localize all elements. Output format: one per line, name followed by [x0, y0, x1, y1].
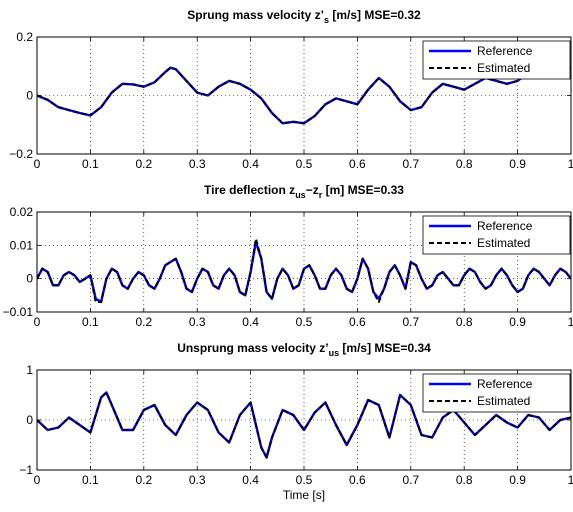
y-tick-label: 0.02 — [10, 205, 34, 219]
y-tick-label: 0 — [26, 413, 33, 427]
x-tick-label: 0 — [34, 473, 41, 487]
series-line-estimated — [37, 65, 571, 125]
y-tick-label: 0 — [26, 89, 33, 103]
x-tick-label: 0.8 — [456, 473, 473, 487]
x-tick-label: 1 — [568, 473, 573, 487]
x-tick-label: 0.5 — [296, 315, 313, 329]
x-axis-label: Time [s] — [283, 488, 325, 502]
legend-box — [422, 373, 571, 413]
legend: Reference Estimated — [422, 40, 571, 80]
x-tick-label: 0.6 — [349, 315, 366, 329]
x-tick-label: 0.5 — [296, 473, 313, 487]
x-tick-label: 0.3 — [189, 315, 206, 329]
x-tick-label: 0.7 — [402, 315, 419, 329]
chart-title: Tire deflection zus−zr [m] MSE=0.33 — [204, 183, 404, 200]
chart-title: Sprung mass velocity z’s [m/s] MSE=0.32 — [187, 8, 421, 25]
x-tick-label: 0.9 — [509, 473, 526, 487]
y-tick-label: 0.01 — [10, 238, 34, 252]
x-tick-label: 0.5 — [296, 157, 313, 171]
x-tick-label: 0.2 — [135, 157, 152, 171]
x-tick-label: 0.6 — [349, 157, 366, 171]
y-tick-label: 1 — [26, 363, 33, 377]
legend-label-estimated: Estimated — [477, 394, 530, 408]
x-tick-label: 0 — [34, 315, 41, 329]
series-line-estimated — [37, 237, 571, 303]
x-tick-label: 0.9 — [509, 157, 526, 171]
y-tick-label: −1 — [19, 463, 33, 477]
axes-box — [36, 369, 572, 471]
x-tick-label: 1 — [568, 315, 573, 329]
y-tick-label: −0.2 — [9, 147, 33, 161]
x-tick-label: 0.1 — [82, 473, 99, 487]
chart-panel-1: Sprung mass velocity z’s [m/s] MSE=0.32 0… — [9, 8, 573, 171]
legend-label-reference: Reference — [477, 377, 533, 391]
legend-label-estimated: Estimated — [477, 61, 530, 75]
x-tick-label: 0.1 — [82, 315, 99, 329]
y-tick-label: 0 — [26, 272, 33, 286]
y-tick-label: 0.2 — [16, 30, 33, 44]
x-tick-label: 1 — [568, 157, 573, 171]
x-tick-label: 0.6 — [349, 473, 366, 487]
chart-panel-3: Unsprung mass velocity z’us [m/s] MSE=0.… — [19, 341, 573, 502]
x-tick-label: 0.3 — [189, 473, 206, 487]
chart-title: Unsprung mass velocity z’us [m/s] MSE=0.… — [177, 341, 431, 358]
x-tick-label: 0.8 — [456, 315, 473, 329]
legend-box — [422, 215, 571, 255]
series-line-estimated — [37, 391, 571, 459]
legend-label-reference: Reference — [477, 44, 533, 58]
legend: Reference Estimated — [422, 215, 571, 255]
x-tick-label: 0.7 — [402, 473, 419, 487]
legend: Reference Estimated — [422, 373, 571, 413]
x-tick-label: 0.4 — [242, 157, 259, 171]
x-tick-label: 0.3 — [189, 157, 206, 171]
x-tick-label: 0.1 — [82, 157, 99, 171]
x-tick-label: 0.7 — [402, 157, 419, 171]
x-tick-label: 0.2 — [135, 473, 152, 487]
axes-box — [36, 211, 572, 313]
x-tick-label: 0.4 — [242, 473, 259, 487]
chart-panel-2: Tire deflection zus−zr [m] MSE=0.33 0 0.1 0… — [3, 183, 573, 329]
legend-label-reference: Reference — [477, 219, 533, 233]
x-tick-label: 0 — [34, 157, 41, 171]
x-tick-label: 0.8 — [456, 157, 473, 171]
legend-box — [422, 40, 571, 80]
legend-label-estimated: Estimated — [477, 236, 530, 250]
x-tick-label: 0.9 — [509, 315, 526, 329]
y-tick-label: −0.01 — [3, 305, 34, 319]
x-tick-label: 0.2 — [135, 315, 152, 329]
axes-box — [36, 36, 572, 155]
x-tick-label: 0.4 — [242, 315, 259, 329]
